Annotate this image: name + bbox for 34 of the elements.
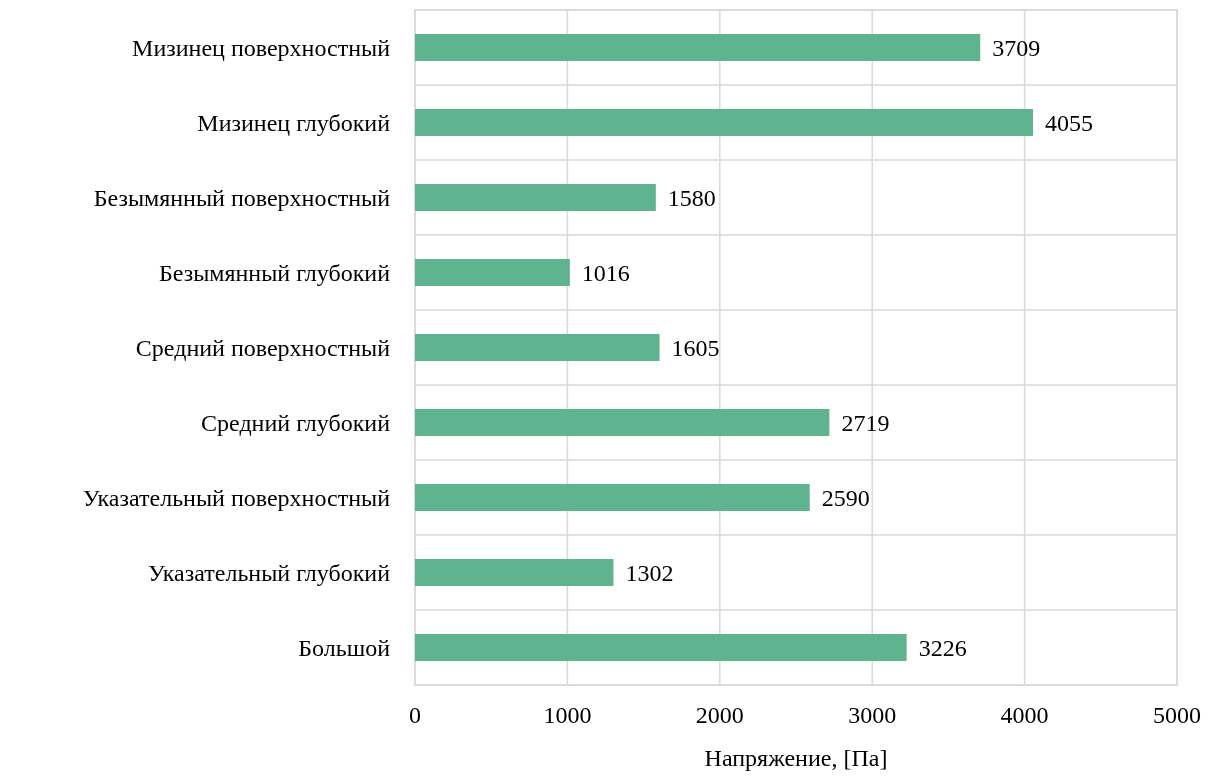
x-tick-label: 1000 bbox=[543, 702, 592, 728]
data-label: 3709 bbox=[992, 34, 1041, 61]
y-tick-label: Средний глубокий bbox=[201, 409, 391, 436]
data-label: 1580 bbox=[667, 184, 716, 211]
bar bbox=[415, 334, 660, 361]
y-tick-label: Мизинец глубокий bbox=[197, 109, 391, 136]
data-label: 1016 bbox=[581, 259, 630, 286]
data-label: 1605 bbox=[671, 334, 720, 361]
data-label: 2719 bbox=[841, 409, 890, 436]
bar bbox=[415, 634, 907, 661]
y-tick-label: Указательный глубокий bbox=[147, 559, 391, 586]
data-label: 2590 bbox=[821, 484, 870, 511]
data-label: 3226 bbox=[918, 634, 967, 661]
bar bbox=[415, 559, 614, 586]
bar bbox=[415, 259, 570, 286]
x-tick-label: 5000 bbox=[1153, 702, 1201, 728]
y-tick-label: Безымянный поверхностный bbox=[93, 184, 391, 211]
bar bbox=[415, 109, 1033, 136]
bar bbox=[415, 34, 981, 61]
y-tick-label: Мизинец поверхностный bbox=[132, 34, 391, 61]
bar bbox=[415, 184, 656, 211]
x-tick-label: 4000 bbox=[1000, 702, 1049, 728]
x-axis-title: Напряжение, [Па] bbox=[704, 745, 888, 771]
data-label: 4055 bbox=[1044, 109, 1093, 136]
y-tick-label: Большой bbox=[298, 634, 391, 661]
y-tick-label: Средний поверхностный bbox=[135, 334, 391, 361]
data-label: 1302 bbox=[625, 559, 674, 586]
y-tick-label: Безымянный глубокий bbox=[158, 259, 391, 286]
x-tick-label: 2000 bbox=[695, 702, 744, 728]
x-tick-label: 3000 bbox=[848, 702, 897, 728]
bar bbox=[415, 484, 810, 511]
x-tick-label: 0 bbox=[409, 702, 421, 728]
y-tick-label: Указательный поверхностный bbox=[82, 484, 391, 511]
bar bbox=[415, 409, 830, 436]
